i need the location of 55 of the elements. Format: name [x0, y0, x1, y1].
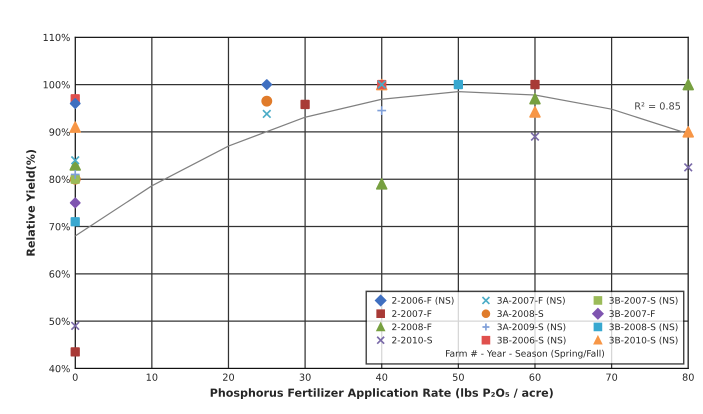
point [261, 96, 272, 107]
x-tick-label: 40 [376, 373, 388, 381]
point [529, 106, 541, 118]
x-tick-label: 80 [682, 373, 694, 381]
legend-label: 2-2008-F [392, 323, 432, 330]
x-tick-label: 10 [146, 373, 158, 381]
point [530, 80, 540, 90]
legend-label: 2-2006-F (NS) [392, 296, 454, 305]
legend-label: 3B-2008-S (NS) [609, 323, 678, 332]
legend-label: 3B-2006-S (NS) [497, 336, 566, 345]
x-tick-label: 50 [452, 373, 464, 381]
legend-label: 3B-2007-F [609, 310, 655, 318]
point [682, 78, 694, 90]
point [529, 93, 541, 105]
y-tick-label: 50% [50, 318, 70, 325]
point [682, 126, 694, 138]
point [70, 197, 81, 208]
legend-title: Farm # - Year - Season (Spring/Fall) [446, 350, 604, 359]
point [70, 156, 80, 165]
y-tick-label: 80% [49, 176, 70, 184]
legend-label: 3B-2007-S (NS) [609, 296, 678, 305]
point [69, 121, 81, 133]
point [376, 178, 388, 190]
annotation: R² = 0.85 [635, 102, 680, 110]
legend-label: 3B-2010-S (NS) [609, 336, 678, 345]
point [70, 169, 80, 180]
y-tick-label: 100% [44, 81, 70, 88]
x-tick-label: 30 [300, 373, 311, 381]
point [300, 100, 310, 110]
y-tick-label: 110% [44, 34, 70, 42]
point [261, 79, 272, 90]
x-tick-label: 60 [529, 373, 541, 381]
y-axis-title: Relative Yield(%) [26, 150, 36, 256]
legend-label: 2-2010-S [392, 336, 432, 344]
point [70, 347, 80, 357]
point [70, 98, 81, 109]
point [262, 109, 272, 119]
point [376, 105, 387, 116]
y-tick-label: 40% [49, 364, 70, 372]
y-tick-label: 70% [50, 222, 70, 230]
point [454, 80, 463, 90]
point [530, 132, 540, 142]
x-tick-label: 70 [606, 373, 618, 381]
point [684, 162, 693, 172]
y-tick-label: 60% [49, 270, 70, 278]
x-axis-title: Phosphorus Fertilizer Application Rate (lbs P₂O₅ / acre) [210, 388, 553, 400]
legend-label: 2-2007-F [392, 310, 432, 318]
point [70, 321, 80, 331]
x-tick-label: 0 [72, 373, 78, 381]
legend-label: 3A-2008-S [497, 310, 544, 318]
point [70, 217, 80, 226]
legend-label: 3A-2007-F (NS) [497, 296, 565, 305]
legend-label: 3A-2009-S (NS) [497, 323, 566, 332]
x-tick-label: 20 [223, 373, 234, 381]
y-tick-label: 90% [49, 128, 70, 136]
